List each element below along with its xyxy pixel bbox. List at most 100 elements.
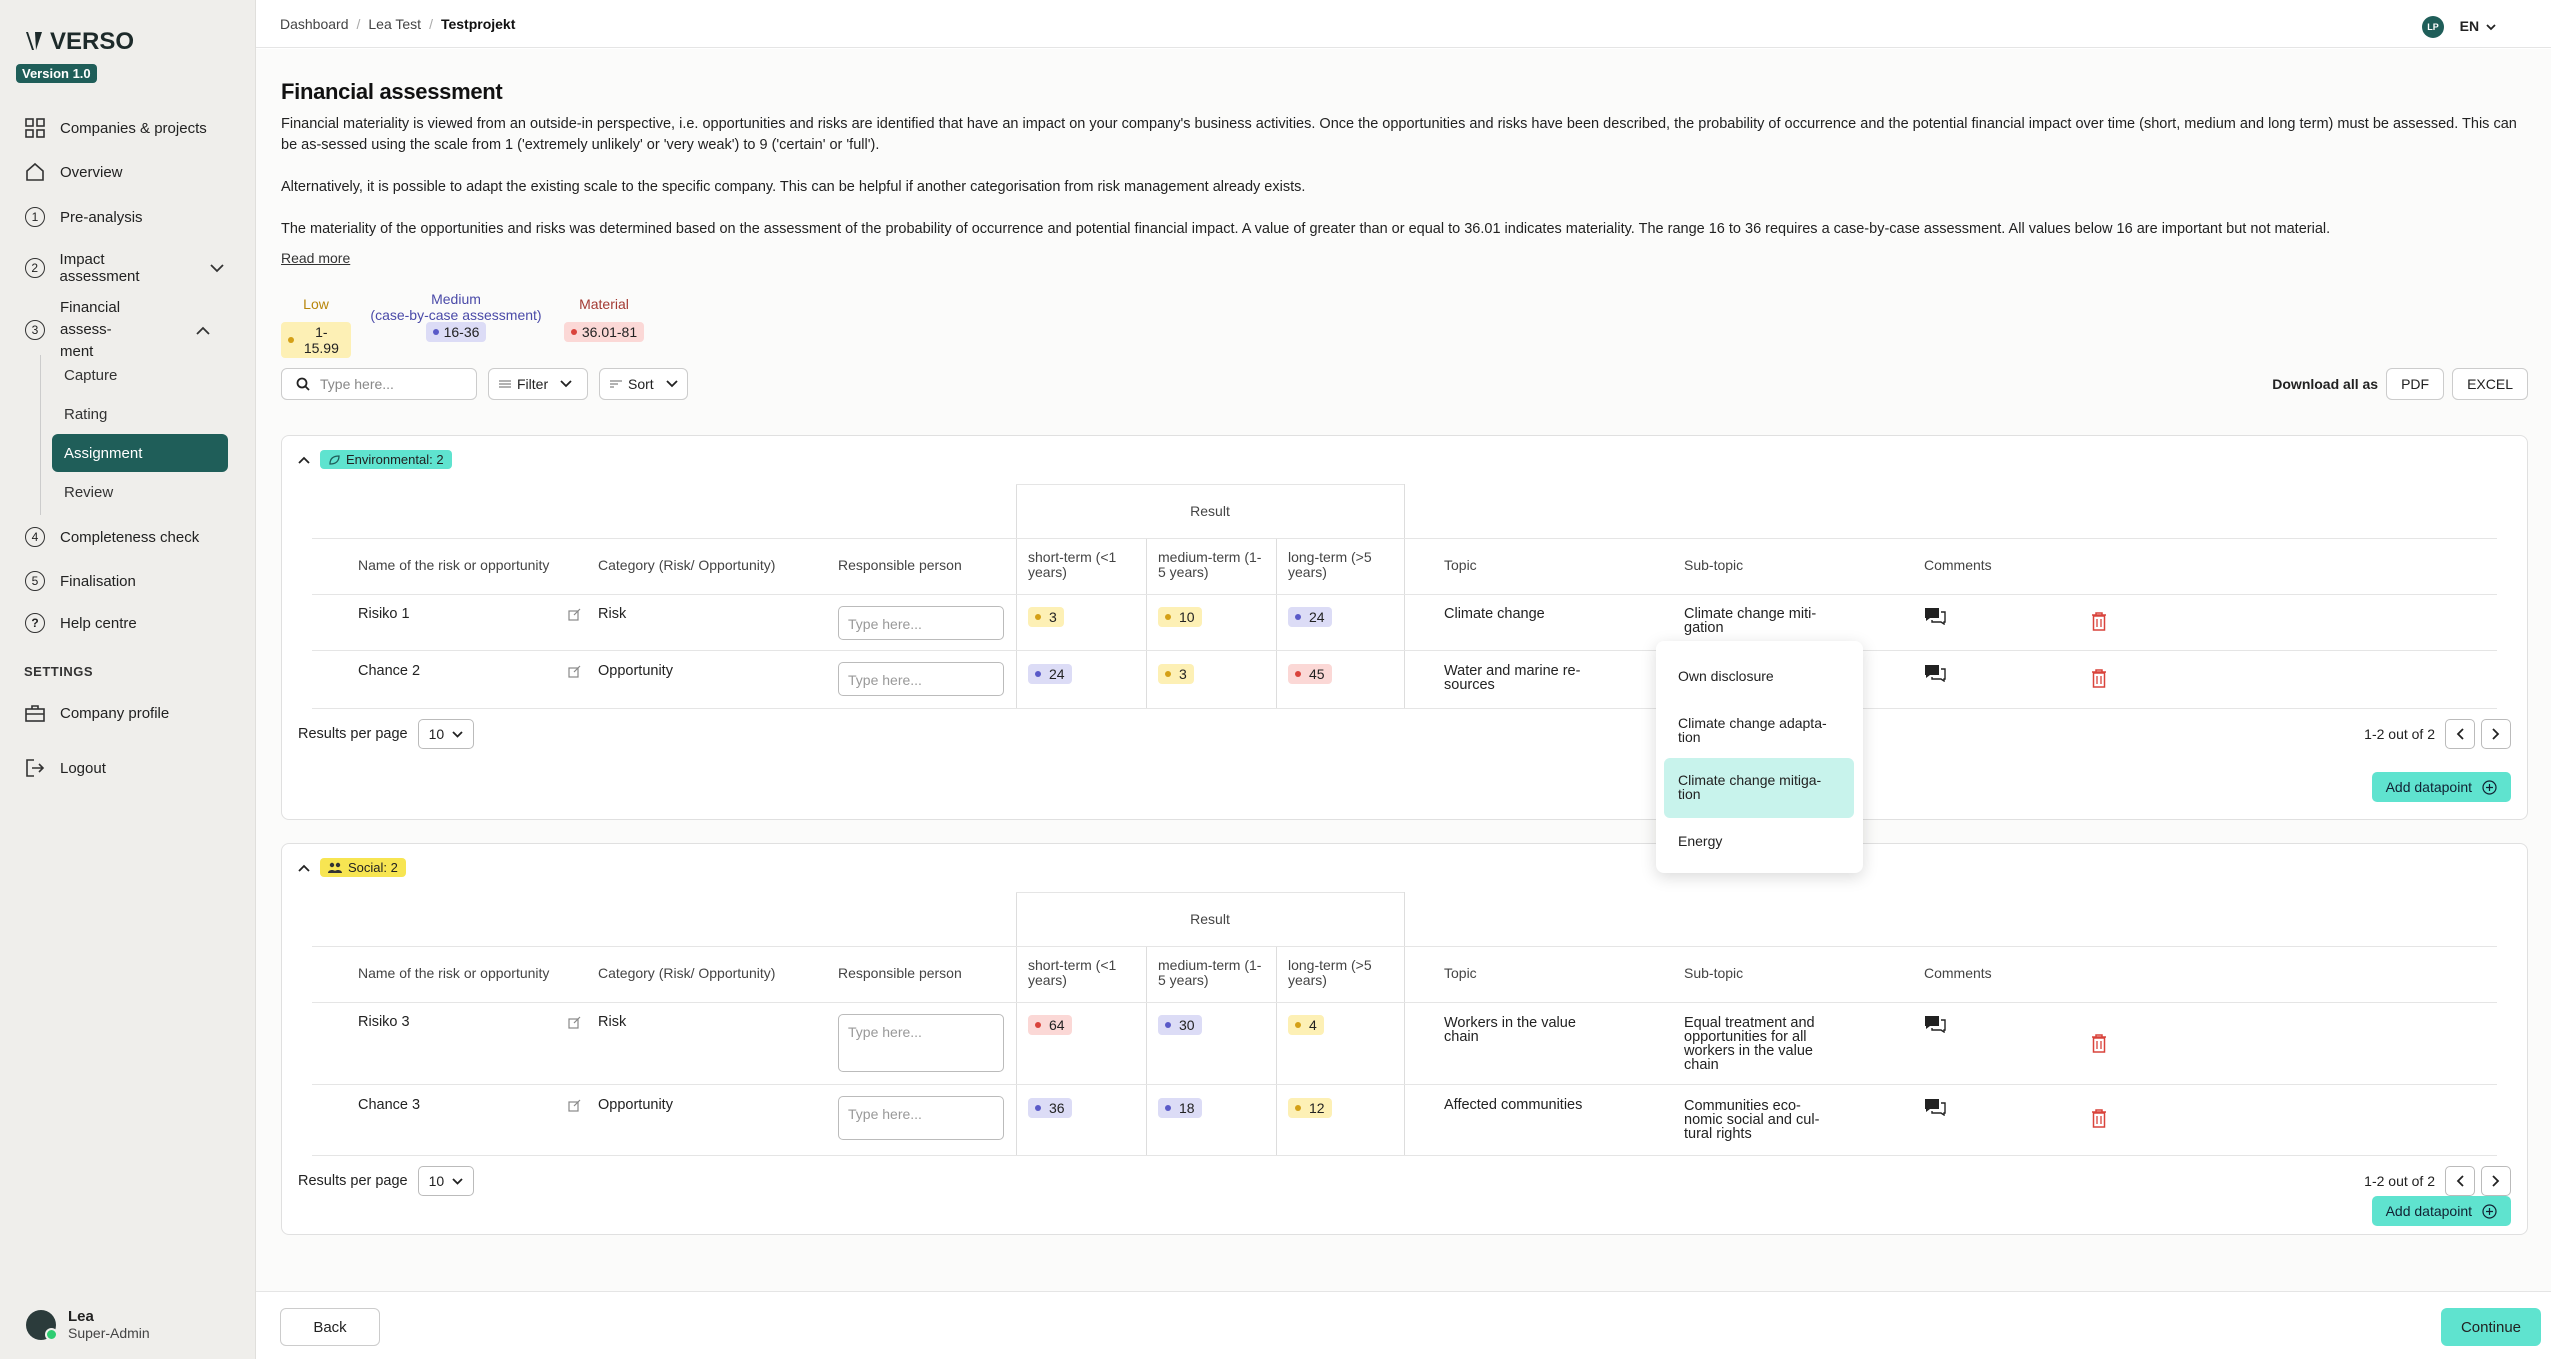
divider [1016, 892, 1404, 893]
comment-icon[interactable] [1924, 607, 1946, 625]
nav-pre-analysis[interactable]: 1 Pre-analysis [24, 206, 143, 228]
chevron-down-icon [452, 730, 463, 738]
intro-paragraph: Financial materiality is viewed from an … [281, 116, 2517, 153]
add-datapoint-button[interactable]: Add datapoint [2371, 772, 2511, 802]
dropdown-option[interactable]: Energy [1678, 833, 1723, 849]
intro-paragraph-2: Alternatively, it is possible to adapt t… [281, 179, 1306, 195]
row-topic: Affected communities [1444, 1097, 1583, 1113]
dropdown-option[interactable]: Own disclosure [1678, 668, 1774, 684]
rpp-select[interactable]: 10 [417, 719, 475, 749]
prev-page-button[interactable] [2445, 719, 2475, 749]
score-badge: 36 [1028, 1098, 1072, 1118]
step-number: 1 [25, 207, 45, 227]
nav-completeness-check[interactable]: 4 Completeness check [24, 526, 199, 548]
back-button[interactable]: Back [280, 1308, 380, 1346]
read-more-link[interactable]: Read more [281, 250, 351, 266]
add-datapoint-button[interactable]: Add datapoint [2371, 1196, 2511, 1226]
legend-label: Material [579, 296, 629, 312]
chevron-down-icon [210, 263, 224, 273]
score-badge: 30 [1158, 1015, 1202, 1035]
nav-help-centre[interactable]: ? Help centre [24, 612, 137, 634]
responsible-input[interactable]: Type here... [838, 1096, 1004, 1140]
responsible-input[interactable]: Type here... [838, 606, 1004, 640]
col-header-comments: Comments [1924, 965, 1992, 981]
nav-company-profile[interactable]: Company profile [24, 702, 169, 724]
row-subtopic[interactable]: Equal treatment and opportunities for al… [1684, 1015, 1815, 1073]
sort-button[interactable]: Sort [599, 368, 688, 400]
row-name: Risiko 1 [358, 606, 410, 622]
user-role: Super-Admin [68, 1325, 150, 1341]
download-excel-button[interactable]: EXCEL [2452, 368, 2528, 400]
next-page-button[interactable] [2481, 719, 2511, 749]
responsible-input[interactable]: Type here... [838, 662, 1004, 696]
nav-overview[interactable]: Overview [24, 161, 123, 183]
group-header[interactable]: Social: 2 [298, 858, 406, 877]
divider [1404, 484, 1405, 709]
grid-icon [24, 117, 46, 139]
next-page-button[interactable] [2481, 1166, 2511, 1196]
breadcrumb-dashboard[interactable]: Dashboard [280, 16, 349, 32]
row-subtopic[interactable]: Communities eco- nomic social and cul- t… [1684, 1098, 1820, 1142]
score-value: 24 [1309, 609, 1325, 625]
breadcrumb-lea-test[interactable]: Lea Test [368, 16, 422, 32]
row-subtopic[interactable]: Climate change miti- gation [1684, 606, 1817, 636]
sub-nav-assignment[interactable]: Assignment [52, 434, 228, 472]
user-avatar-badge[interactable]: LP [2422, 16, 2444, 38]
score-value: 36 [1049, 1100, 1065, 1116]
row-topic: Workers in the value chain [1444, 1015, 1576, 1045]
group-tag-label: Social: 2 [348, 860, 398, 875]
help-icon: ? [24, 612, 46, 634]
row-name: Chance 2 [358, 663, 421, 679]
edit-icon[interactable] [568, 665, 582, 679]
search-input[interactable]: Type here... [281, 368, 477, 400]
group-header[interactable]: Environmental: 2 [298, 450, 452, 469]
delete-icon[interactable] [2091, 1033, 2107, 1053]
nav-logout[interactable]: Logout [24, 757, 106, 779]
chevron-up-icon [298, 864, 310, 872]
download-pdf-button[interactable]: PDF [2386, 368, 2445, 400]
comment-icon[interactable] [1924, 1015, 1946, 1033]
comment-icon[interactable] [1924, 1098, 1946, 1116]
nav-finalisation[interactable]: 5 Finalisation [24, 570, 136, 592]
result-header: Result [1190, 910, 1230, 927]
delete-icon[interactable] [2091, 668, 2107, 688]
nav-companies-projects[interactable]: Companies & projects [24, 117, 207, 139]
divider [1016, 892, 1017, 1156]
responsible-input[interactable]: Type here... [838, 1014, 1004, 1072]
row-name: Chance 3 [358, 1097, 421, 1113]
score-value: 3 [1179, 666, 1187, 682]
sub-nav-capture[interactable]: Capture [64, 366, 118, 384]
score-value: 3 [1049, 609, 1057, 625]
score-badge: 18 [1158, 1098, 1202, 1118]
nav-impact-assessment[interactable]: 2 Impact assessment [24, 251, 224, 285]
prev-page-button[interactable] [2445, 1166, 2475, 1196]
sub-nav-rating[interactable]: Rating [64, 405, 108, 423]
legend-label: Low [303, 296, 329, 312]
row-category: Risk [598, 606, 627, 622]
language-select[interactable]: EN [2460, 18, 2496, 34]
filter-button[interactable]: Filter [488, 368, 588, 400]
edit-icon[interactable] [568, 1016, 582, 1030]
continue-button[interactable]: Continue [2441, 1308, 2541, 1346]
col-header-topic: Topic [1444, 965, 1477, 981]
divider [1146, 538, 1147, 709]
delete-icon[interactable] [2091, 1108, 2107, 1128]
rpp-select[interactable]: 10 [417, 1166, 475, 1196]
intro-paragraph-3: The materiality of the opportunities and… [281, 221, 2331, 237]
delete-icon[interactable] [2091, 611, 2107, 631]
score-value: 12 [1309, 1100, 1325, 1116]
score-badge: 24 [1288, 607, 1332, 627]
step-number-icon: 1 [24, 206, 46, 228]
group-card-environmental: Environmental: 2 Result Name of the risk… [281, 435, 2528, 820]
footer-bar: Back Continue [256, 1291, 2551, 1359]
nav-financial-assessment[interactable]: 3 Financial assess- ment [24, 297, 224, 363]
comment-icon[interactable] [1924, 664, 1946, 682]
legend-pill: 36.01-81 [563, 322, 645, 342]
edit-icon[interactable] [568, 608, 582, 622]
dropdown-option[interactable]: Climate change adapta- tion [1678, 715, 1827, 745]
sub-nav-review[interactable]: Review [64, 483, 114, 501]
dropdown-option-selected[interactable]: Climate change mitiga- tion [1664, 758, 1854, 818]
user-profile[interactable]: Lea Super-Admin [26, 1308, 150, 1341]
edit-icon[interactable] [568, 1099, 582, 1113]
col-header-category: Category (Risk/ Opportunity) [598, 557, 776, 573]
